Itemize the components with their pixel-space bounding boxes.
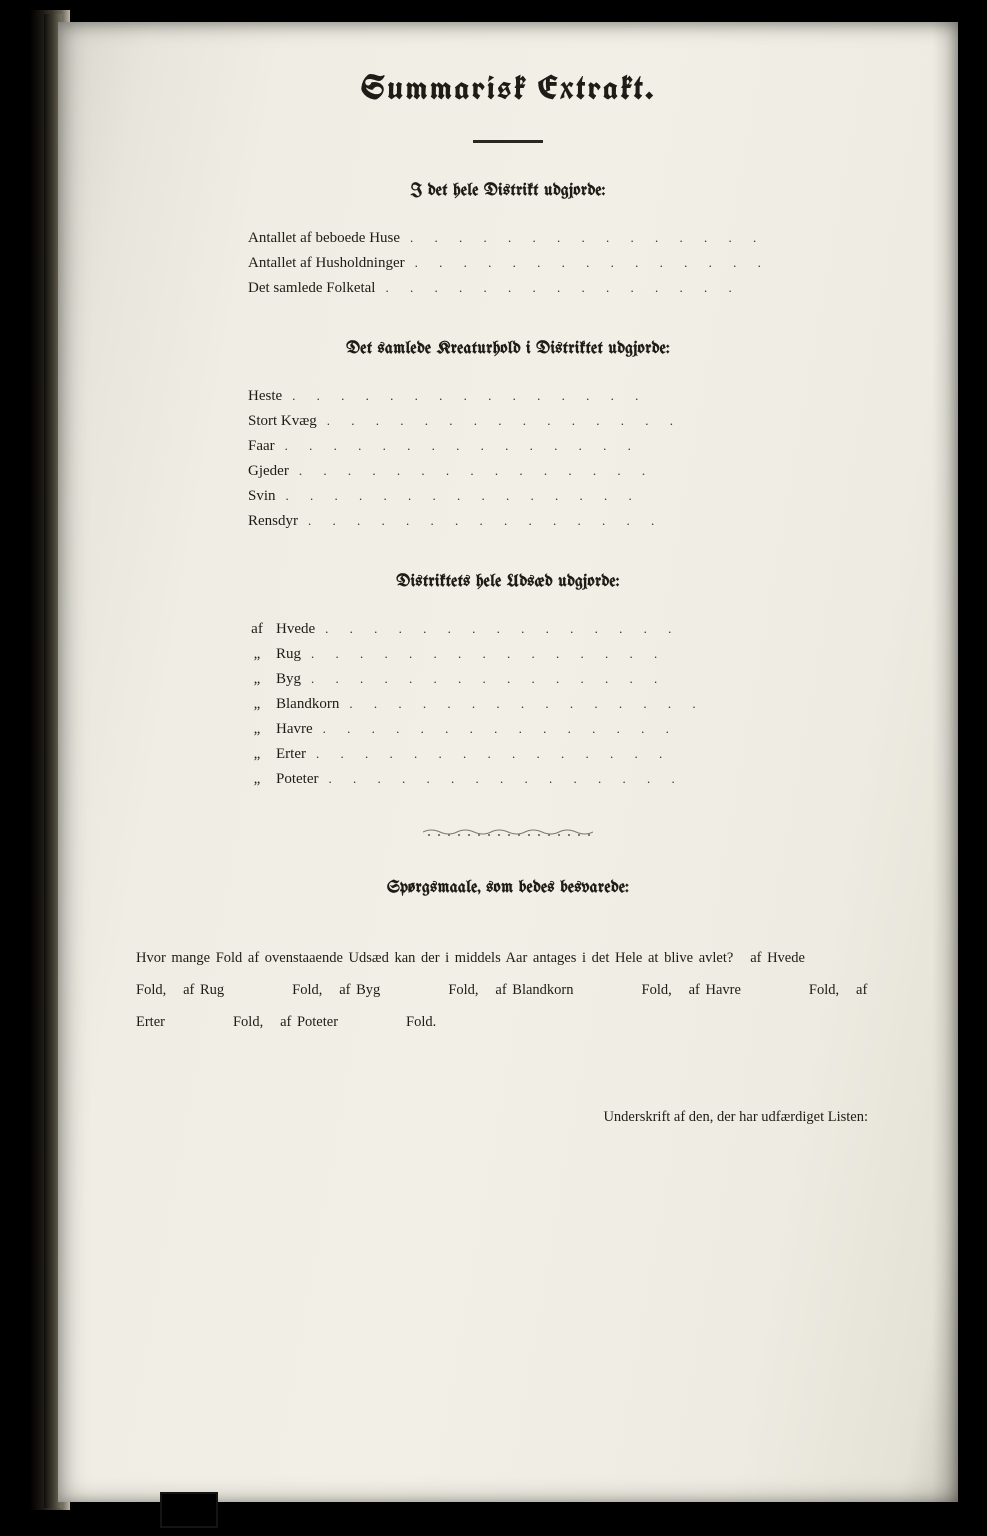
fold-of: af Rug — [183, 982, 224, 998]
dot-leaders: . . . . . . . . . . . . . . . — [285, 438, 768, 454]
section-heading-seed: Distriktets hele Udsæd udgjorde: — [58, 574, 958, 591]
list-item: „ Poteter . . . . . . . . . . . . . . . — [248, 767, 768, 792]
dot-leaders: . . . . . . . . . . . . . . . — [299, 463, 768, 479]
section-heading-livestock: Det samlede Kreaturhold i Distriktet udg… — [58, 341, 958, 358]
dot-leaders: . . . . . . . . . . . . . . . — [415, 255, 768, 271]
list-item: „ Havre . . . . . . . . . . . . . . . — [248, 717, 768, 742]
ditto-mark: „ — [248, 671, 266, 688]
list-item: af Hvede . . . . . . . . . . . . . . . — [248, 617, 768, 642]
dot-leaders: . . . . . . . . . . . . . . . — [385, 280, 768, 296]
fold-of: af Havre — [689, 982, 741, 998]
ditto-mark: „ — [248, 696, 266, 713]
list-item: „ Blandkorn . . . . . . . . . . . . . . … — [248, 692, 768, 717]
ditto-mark: „ — [248, 746, 266, 763]
row-label: Det samlede Folketal — [248, 280, 375, 297]
row-label: Stort Kvæg — [248, 413, 317, 430]
row-label: Antallet af Husholdninger — [248, 255, 405, 272]
list-item: Det samlede Folketal . . . . . . . . . .… — [248, 276, 768, 301]
dot-leaders: . . . . . . . . . . . . . . . — [323, 721, 768, 737]
dot-leaders: . . . . . . . . . . . . . . . — [349, 696, 768, 712]
list-item: „ Erter . . . . . . . . . . . . . . . — [248, 742, 768, 767]
row-label: Heste — [248, 388, 282, 405]
fold-of: af Blandkorn — [495, 982, 573, 998]
signature-line: Underskrift af den, der har udfærdiget L… — [58, 1109, 868, 1126]
row-label: Poteter — [276, 771, 319, 788]
ditto-mark: „ — [248, 771, 266, 788]
dot-leaders: . . . . . . . . . . . . . . . — [327, 413, 768, 429]
title-rule — [473, 140, 543, 143]
row-label: Faar — [248, 438, 275, 455]
list-item: Rensdyr . . . . . . . . . . . . . . . — [248, 509, 768, 534]
ditto-mark: „ — [248, 721, 266, 738]
row-label: Gjeder — [248, 463, 289, 480]
dot-leaders: . . . . . . . . . . . . . . . — [329, 771, 769, 787]
district-list: Antallet af beboede Huse . . . . . . . .… — [248, 226, 768, 301]
row-label: Hvede — [276, 621, 315, 638]
fold-of: af Byg — [339, 982, 380, 998]
dot-leaders: . . . . . . . . . . . . . . . — [316, 746, 768, 762]
fold-of: af Hvede — [750, 950, 805, 966]
questions-paragraph: Hvor mange Fold af ovenstaaende Udsæd ka… — [136, 943, 880, 1039]
fold-word: Fold, — [233, 1014, 263, 1030]
dot-leaders: . . . . . . . . . . . . . . . — [311, 646, 768, 662]
section-heading-questions: Spørgsmaale, som bedes besvarede: — [58, 880, 958, 897]
list-item: Gjeder . . . . . . . . . . . . . . . — [248, 459, 768, 484]
scan-artifact-bottom-tab — [160, 1492, 218, 1528]
list-item: Antallet af Husholdninger . . . . . . . … — [248, 251, 768, 276]
dot-leaders: . . . . . . . . . . . . . . . — [410, 230, 768, 246]
row-label: Erter — [276, 746, 306, 763]
fold-word: Fold, — [292, 982, 322, 998]
row-label: Rug — [276, 646, 301, 663]
list-item: Faar . . . . . . . . . . . . . . . — [248, 434, 768, 459]
row-label: Rensdyr — [248, 513, 298, 530]
dot-leaders: . . . . . . . . . . . . . . . — [286, 488, 768, 504]
section-heading-district: I det hele Distrikt udgjorde: — [58, 183, 958, 200]
dot-leaders: . . . . . . . . . . . . . . . — [292, 388, 768, 404]
list-item: Heste . . . . . . . . . . . . . . . — [248, 384, 768, 409]
dot-leaders: . . . . . . . . . . . . . . . — [311, 671, 768, 687]
list-item: Antallet af beboede Huse . . . . . . . .… — [248, 226, 768, 251]
wavy-separator — [423, 828, 593, 836]
dot-leaders: . . . . . . . . . . . . . . . — [308, 513, 768, 529]
prefix-af: af — [248, 621, 266, 638]
list-item: Stort Kvæg . . . . . . . . . . . . . . . — [248, 409, 768, 434]
list-item: „ Byg . . . . . . . . . . . . . . . — [248, 667, 768, 692]
fold-word: Fold, — [136, 982, 166, 998]
page-content: Summarisk Extrakt. I det hele Distrikt u… — [58, 22, 958, 1502]
row-label: Byg — [276, 671, 301, 688]
row-label: Svin — [248, 488, 276, 505]
fold-word: Fold. — [406, 1014, 436, 1030]
fold-word: Fold, — [809, 982, 839, 998]
list-item: „ Rug . . . . . . . . . . . . . . . — [248, 642, 768, 667]
ditto-mark: „ — [248, 646, 266, 663]
question-lead-text: Hvor mange Fold af ovenstaaende Udsæd ka… — [136, 950, 733, 966]
row-label: Blandkorn — [276, 696, 339, 713]
row-label: Havre — [276, 721, 313, 738]
fold-word: Fold, — [642, 982, 672, 998]
seed-list: af Hvede . . . . . . . . . . . . . . . „… — [248, 617, 768, 792]
livestock-list: Heste . . . . . . . . . . . . . . . Stor… — [248, 384, 768, 534]
dot-leaders: . . . . . . . . . . . . . . . — [325, 621, 768, 637]
row-label: Antallet af beboede Huse — [248, 230, 400, 247]
fold-word: Fold, — [448, 982, 478, 998]
fold-of: af Poteter — [280, 1014, 338, 1030]
list-item: Svin . . . . . . . . . . . . . . . — [248, 484, 768, 509]
page-title: Summarisk Extrakt. — [58, 66, 958, 110]
